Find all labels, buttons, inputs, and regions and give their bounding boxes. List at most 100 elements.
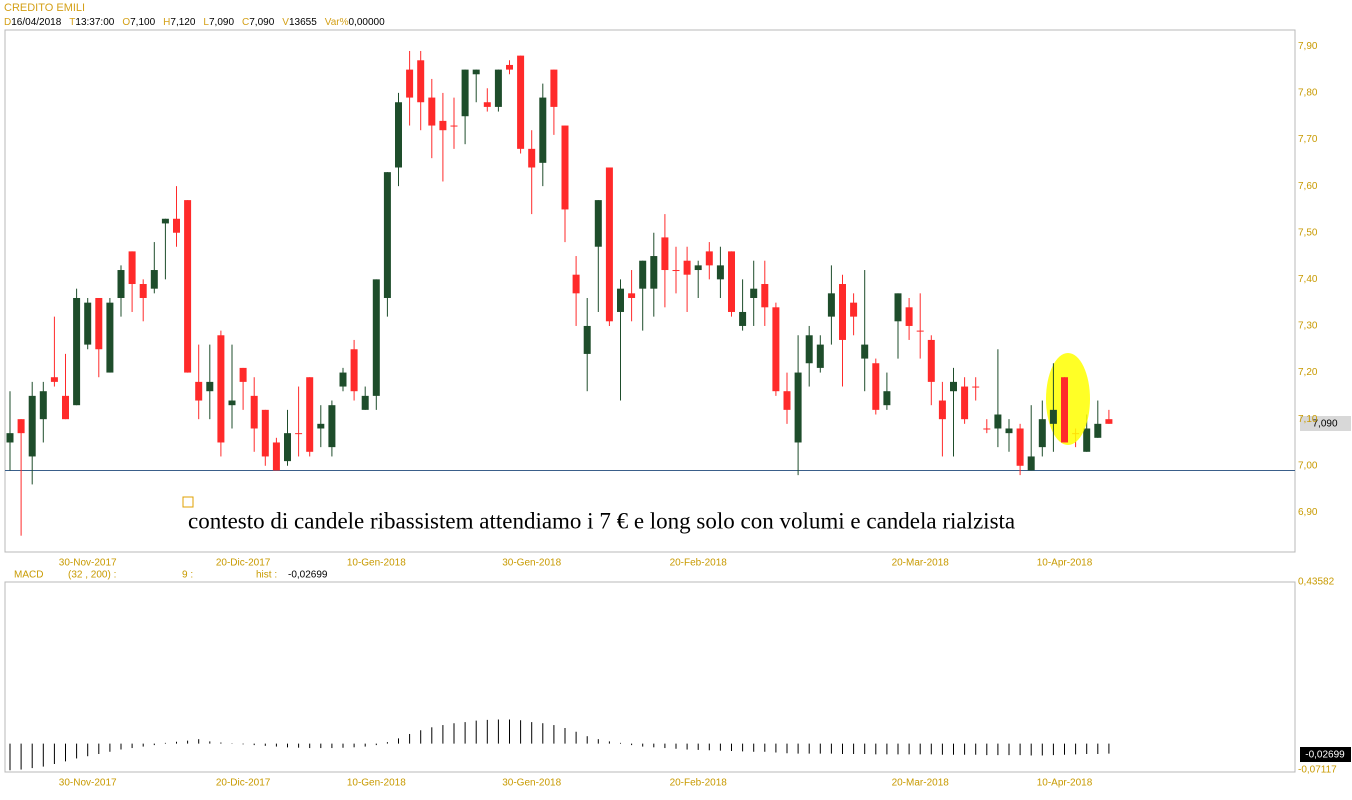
candle-body bbox=[228, 400, 236, 406]
macd-hist-key: hist : bbox=[256, 570, 277, 581]
candle-body bbox=[117, 270, 125, 298]
candle-body bbox=[17, 419, 25, 434]
candle-body bbox=[328, 405, 336, 448]
y-tick-label: -0,07117 bbox=[1298, 765, 1337, 776]
field-value: 7,090 bbox=[209, 17, 234, 28]
candle-body bbox=[272, 442, 280, 471]
candle-body bbox=[250, 395, 258, 429]
candle-body bbox=[550, 69, 558, 107]
candle-body bbox=[661, 237, 669, 271]
y-tick-label: 7,30 bbox=[1298, 321, 1318, 332]
candle-body bbox=[284, 433, 291, 462]
x-tick-label: 20-Feb-2018 bbox=[670, 558, 728, 569]
candle-body bbox=[528, 148, 536, 168]
candle-body bbox=[728, 251, 735, 312]
x-tick-label: 30-Gen-2018 bbox=[502, 778, 561, 789]
candle-body bbox=[1016, 428, 1024, 466]
macd-last-value: -0,02699 bbox=[1305, 750, 1345, 761]
x-tick-label: 20-Feb-2018 bbox=[670, 778, 728, 789]
y-tick-label: 6,90 bbox=[1298, 507, 1318, 518]
candle-body bbox=[150, 270, 158, 289]
candle-body bbox=[95, 297, 103, 350]
field-value: 13:37:00 bbox=[75, 17, 114, 28]
candle-body bbox=[950, 381, 957, 392]
candle-body bbox=[461, 69, 469, 117]
candle-body bbox=[139, 284, 147, 298]
y-tick-label: 7,00 bbox=[1298, 460, 1318, 471]
candle-body bbox=[839, 284, 846, 340]
macd-name: MACD bbox=[14, 570, 43, 581]
x-tick-label: 10-Gen-2018 bbox=[347, 558, 406, 569]
candle-body bbox=[217, 335, 225, 443]
candle-body bbox=[295, 433, 303, 435]
candle-body bbox=[827, 293, 835, 317]
y-tick-label: 7,60 bbox=[1298, 181, 1318, 192]
candle-body bbox=[628, 293, 636, 298]
candle-body bbox=[938, 400, 946, 420]
candle-body bbox=[1027, 456, 1035, 471]
candle-body bbox=[716, 265, 724, 280]
macd-params: (32 , 200) : bbox=[68, 570, 116, 581]
candle-body bbox=[506, 64, 513, 70]
x-tick-label: 30-Nov-2017 bbox=[59, 558, 117, 569]
candle-body bbox=[605, 167, 613, 322]
candle-body bbox=[317, 423, 325, 429]
candle-body bbox=[650, 256, 658, 289]
candle-body bbox=[794, 372, 802, 443]
x-tick-label: 30-Gen-2018 bbox=[502, 558, 561, 569]
candle-body bbox=[883, 391, 891, 406]
y-tick-label: 7,50 bbox=[1298, 227, 1318, 238]
field-value: 7,090 bbox=[249, 17, 274, 28]
candle-body bbox=[450, 125, 458, 127]
candle-body bbox=[128, 251, 136, 285]
macd-marks bbox=[9, 719, 1110, 771]
candle-body bbox=[539, 97, 547, 163]
candle-body bbox=[583, 325, 591, 354]
macd-hist-value: -0,02699 bbox=[288, 570, 328, 581]
candle-body bbox=[750, 288, 758, 298]
field-value: 7,100 bbox=[130, 17, 155, 28]
candle-body bbox=[572, 274, 580, 294]
candle-body bbox=[816, 344, 824, 368]
x-tick-label: 10-Apr-2018 bbox=[1037, 778, 1093, 789]
field-value: 16/04/2018 bbox=[11, 17, 61, 28]
annotation-handle bbox=[182, 496, 194, 508]
candle-body bbox=[594, 200, 602, 247]
candle-body bbox=[517, 55, 525, 149]
candle-body bbox=[617, 288, 624, 312]
candle-body bbox=[195, 381, 203, 401]
macd-value-box bbox=[1300, 747, 1351, 762]
instrument-title: CREDITO EMILI bbox=[4, 2, 85, 14]
candle-body bbox=[350, 349, 358, 392]
field-value: 13655 bbox=[289, 17, 317, 28]
field-key: L bbox=[203, 17, 209, 28]
candle-body bbox=[173, 218, 180, 233]
candle-body bbox=[306, 377, 314, 452]
x-tick-label: 20-Dic-2017 bbox=[216, 778, 271, 789]
candle-body bbox=[694, 265, 702, 271]
field-key: C bbox=[242, 17, 249, 28]
candle-body bbox=[705, 251, 713, 266]
candle-body bbox=[994, 414, 1002, 429]
candle-body bbox=[672, 270, 680, 272]
macd-signal: 9 : bbox=[182, 570, 193, 581]
candle-body bbox=[184, 200, 192, 373]
candle-body bbox=[783, 391, 791, 410]
candle-body bbox=[261, 409, 269, 457]
candle-body bbox=[772, 307, 780, 392]
candle-body bbox=[861, 344, 869, 359]
x-tick-label: 30-Nov-2017 bbox=[59, 778, 117, 789]
last-price: 7,090 bbox=[1312, 419, 1337, 430]
candle-body bbox=[439, 120, 447, 131]
candle-body bbox=[1038, 419, 1046, 448]
candle-body bbox=[1005, 428, 1013, 434]
candle-body bbox=[417, 60, 425, 103]
annotation: contesto di candele ribassistem attendia… bbox=[188, 508, 1015, 533]
y-tick-label: 7,10 bbox=[1298, 414, 1318, 425]
field-key: V bbox=[282, 17, 289, 28]
candle-body bbox=[239, 367, 247, 382]
candle-body bbox=[39, 391, 47, 420]
candle-body bbox=[805, 335, 813, 364]
candle-body bbox=[395, 102, 402, 168]
